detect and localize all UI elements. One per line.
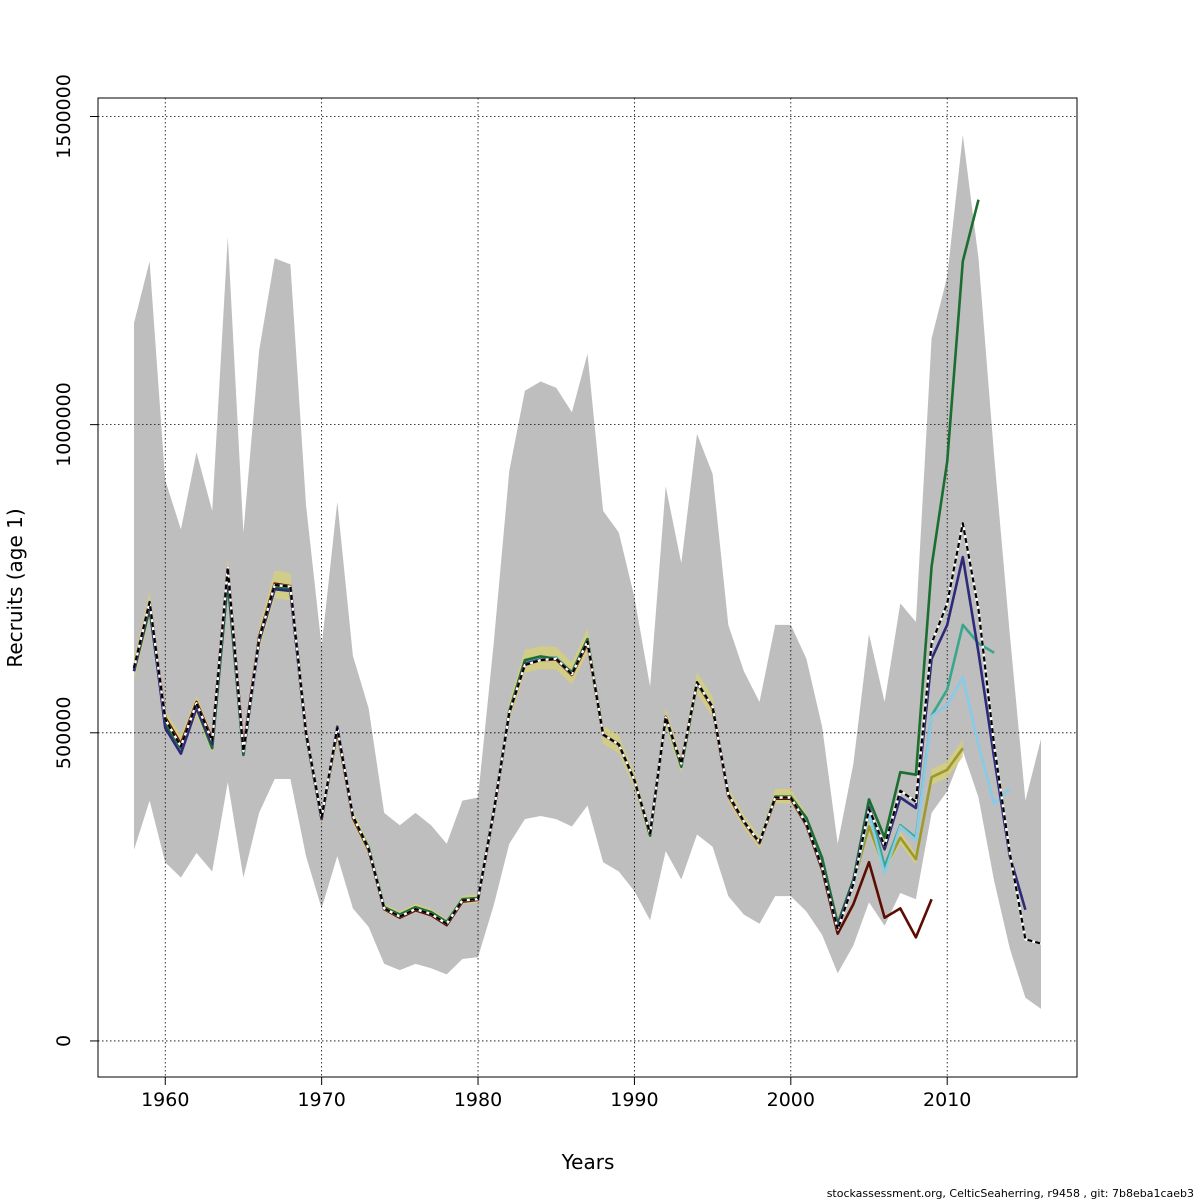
confidence-band-layer xyxy=(134,135,1041,1009)
y-tick-label: 0 xyxy=(53,1035,75,1047)
confidence-band xyxy=(134,135,1041,1009)
grid-layer xyxy=(98,98,1077,1077)
x-axis: 1960 1970 1980 1990 2000 2010 xyxy=(141,1077,971,1111)
y-tick-label: 1500000 xyxy=(53,74,75,159)
x-tick-label: 1960 xyxy=(141,1089,189,1111)
x-tick-label: 1980 xyxy=(454,1089,502,1111)
series-retro-5-fill xyxy=(134,557,963,928)
x-tick-label: 2010 xyxy=(923,1089,971,1111)
series-fill-layer xyxy=(134,557,963,928)
x-tick-label: 1990 xyxy=(610,1089,658,1111)
y-axis-title: Recruits (age 1) xyxy=(3,508,27,667)
series-layer xyxy=(132,199,1042,945)
y-tick-label: 500000 xyxy=(53,697,75,770)
x-tick-label: 1970 xyxy=(297,1089,345,1111)
y-tick-label: 1000000 xyxy=(53,382,75,467)
plot-frame xyxy=(97,97,1078,1078)
x-axis-title: Years xyxy=(561,1150,615,1174)
x-tick-label: 2000 xyxy=(767,1089,815,1111)
footer-note: stockassessment.org, CelticSeaherring, r… xyxy=(827,1187,1194,1200)
series-base-line xyxy=(132,522,1042,945)
y-axis: 0 500000 1000000 1500000 xyxy=(53,74,98,1047)
